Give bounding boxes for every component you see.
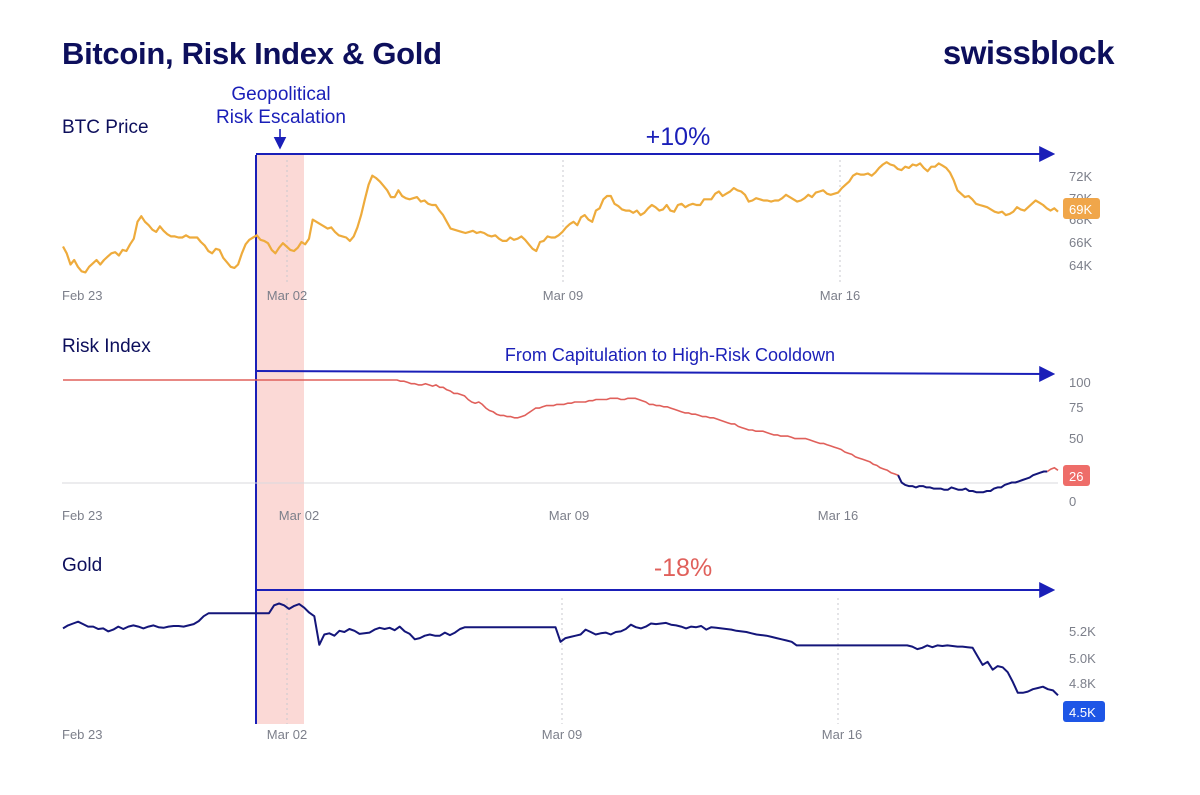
y-tick-label: 5.0K [1069, 651, 1096, 666]
y-tick-label: 4.8K [1069, 676, 1096, 691]
x-tick-label: Mar 09 [542, 727, 582, 742]
change-label: -18% [654, 554, 712, 582]
y-tick-label: 64K [1069, 258, 1092, 273]
risk-index-line-high [63, 379, 903, 483]
last-value-badge [1063, 198, 1100, 219]
last-value-label: 4.5K [1069, 705, 1096, 720]
x-tick-label: Mar 09 [549, 508, 589, 523]
y-tick-label: 75 [1069, 400, 1083, 415]
x-tick-label: Mar 02 [267, 288, 307, 303]
y-tick-label: 0 [1069, 494, 1076, 509]
last-value-badge [1063, 701, 1105, 722]
panel-2: Gold Feb 23 Mar 02 Mar 09 Mar 16 5.2K 5.0K 4.8K… [62, 554, 1105, 742]
panel-title: Gold [62, 555, 102, 576]
risk-index-line-low [897, 470, 1048, 494]
last-value-label: 69K [1069, 202, 1092, 217]
y-tick-label: 72K [1069, 169, 1092, 184]
x-tick-label: Mar 02 [267, 727, 307, 742]
last-value-badge [1063, 465, 1090, 486]
panel-title: BTC Price [62, 117, 149, 138]
y-tick-label: 50 [1069, 431, 1083, 446]
y-tick-label: 100 [1069, 375, 1091, 390]
x-tick-label: Feb 23 [62, 508, 102, 523]
change-label: From Capitulation to High-Risk Cooldown [505, 345, 835, 365]
event-label-line1: Geopolitical [231, 84, 330, 105]
x-tick-label: Mar 02 [279, 508, 319, 523]
change-arrow [255, 365, 1056, 382]
y-tick-label: 5.2K [1069, 624, 1096, 639]
risk-index-line-tail [1046, 466, 1059, 473]
x-tick-label: Mar 16 [822, 727, 862, 742]
last-value-label: 26 [1069, 469, 1083, 484]
y-tick-label: 66K [1069, 235, 1092, 250]
brand-logo: swissblock [942, 34, 1115, 71]
btc-price-line [62, 161, 1059, 274]
x-tick-label: Mar 16 [820, 288, 860, 303]
change-label: +10% [646, 123, 711, 151]
gold-price-line [62, 602, 1059, 697]
event-label-line2: Risk Escalation [216, 107, 346, 128]
x-tick-label: Mar 09 [543, 288, 583, 303]
x-tick-label: Feb 23 [62, 727, 102, 742]
panel-title: Risk Index [62, 336, 151, 357]
chart-title: Bitcoin, Risk Index & Gold [62, 36, 442, 71]
x-tick-label: Mar 16 [818, 508, 858, 523]
x-tick-label: Feb 23 [62, 288, 102, 303]
panel-1: Risk Index Feb 23 Mar 02 Mar 09 Mar 16 100 75 5… [62, 336, 1091, 523]
